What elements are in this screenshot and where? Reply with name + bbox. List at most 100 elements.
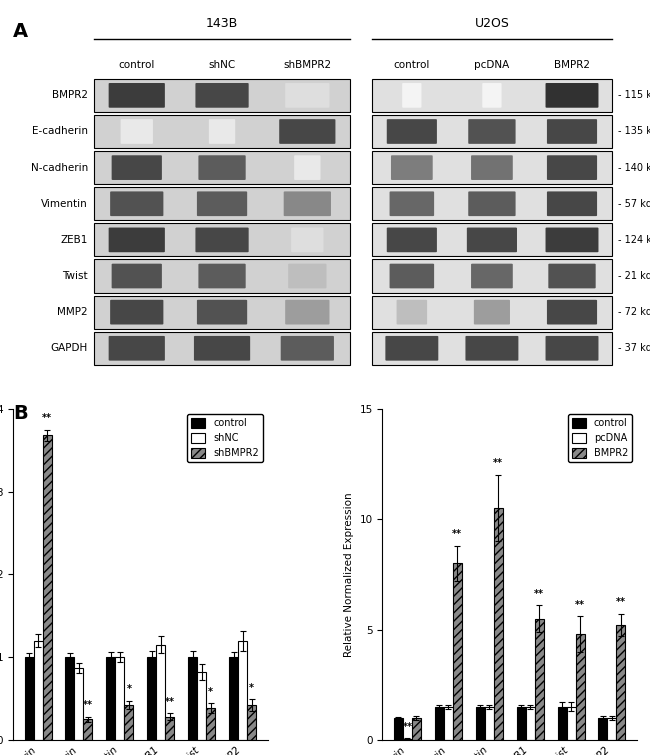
- FancyBboxPatch shape: [94, 151, 350, 184]
- Text: BMPR2: BMPR2: [52, 91, 88, 100]
- FancyBboxPatch shape: [387, 119, 437, 144]
- Text: pcDNA: pcDNA: [474, 60, 510, 70]
- Bar: [197, 672, 206, 740]
- Bar: [107, 657, 116, 740]
- FancyBboxPatch shape: [288, 263, 326, 288]
- Text: - 115 kd: - 115 kd: [618, 91, 650, 100]
- FancyBboxPatch shape: [112, 156, 162, 180]
- Text: **: **: [42, 413, 52, 423]
- Bar: [485, 707, 494, 740]
- Bar: [607, 718, 616, 740]
- Bar: [558, 707, 567, 740]
- Text: **: **: [402, 722, 412, 732]
- FancyBboxPatch shape: [468, 192, 515, 216]
- FancyBboxPatch shape: [110, 300, 163, 325]
- FancyBboxPatch shape: [285, 300, 330, 325]
- FancyBboxPatch shape: [385, 336, 438, 361]
- Bar: [75, 668, 83, 740]
- FancyBboxPatch shape: [372, 151, 612, 184]
- FancyBboxPatch shape: [549, 263, 595, 288]
- Bar: [476, 707, 485, 740]
- FancyBboxPatch shape: [391, 156, 433, 180]
- Bar: [567, 707, 575, 740]
- Text: - 135 kd: - 135 kd: [618, 127, 650, 137]
- Bar: [616, 625, 625, 740]
- FancyBboxPatch shape: [471, 156, 513, 180]
- FancyBboxPatch shape: [209, 119, 235, 144]
- FancyBboxPatch shape: [94, 79, 350, 112]
- Bar: [517, 707, 526, 740]
- Text: - 21 kd: - 21 kd: [618, 271, 650, 281]
- Text: Twist: Twist: [62, 271, 88, 281]
- FancyBboxPatch shape: [94, 187, 350, 220]
- Bar: [435, 707, 444, 740]
- Text: N-cadherin: N-cadherin: [31, 162, 88, 173]
- FancyBboxPatch shape: [291, 227, 324, 252]
- FancyBboxPatch shape: [545, 336, 599, 361]
- Bar: [575, 634, 584, 740]
- Text: GAPDH: GAPDH: [51, 344, 88, 353]
- Text: - 72 kd: - 72 kd: [618, 307, 650, 317]
- FancyBboxPatch shape: [94, 295, 350, 328]
- Text: - 37 kd: - 37 kd: [618, 344, 650, 353]
- Bar: [412, 718, 421, 740]
- Bar: [188, 657, 197, 740]
- Bar: [83, 720, 92, 740]
- FancyBboxPatch shape: [474, 300, 510, 325]
- Text: **: **: [534, 589, 544, 599]
- FancyBboxPatch shape: [547, 300, 597, 325]
- FancyBboxPatch shape: [372, 295, 612, 328]
- Bar: [229, 657, 238, 740]
- Text: **: **: [452, 529, 462, 539]
- Text: **: **: [165, 697, 175, 707]
- FancyBboxPatch shape: [283, 192, 331, 216]
- FancyBboxPatch shape: [94, 223, 350, 257]
- Bar: [599, 718, 607, 740]
- Text: - 140 kd: - 140 kd: [618, 162, 650, 173]
- Bar: [43, 436, 51, 740]
- FancyBboxPatch shape: [465, 336, 519, 361]
- Text: **: **: [575, 599, 585, 610]
- Bar: [394, 718, 403, 740]
- Text: E-cadherin: E-cadherin: [32, 127, 88, 137]
- Bar: [124, 705, 133, 740]
- FancyBboxPatch shape: [482, 83, 502, 108]
- FancyBboxPatch shape: [94, 331, 350, 365]
- FancyBboxPatch shape: [94, 115, 350, 148]
- FancyBboxPatch shape: [372, 187, 612, 220]
- FancyBboxPatch shape: [280, 119, 335, 144]
- FancyBboxPatch shape: [387, 227, 437, 252]
- FancyBboxPatch shape: [372, 115, 612, 148]
- Bar: [66, 657, 75, 740]
- Bar: [148, 657, 156, 740]
- FancyBboxPatch shape: [547, 119, 597, 144]
- Text: **: **: [83, 700, 93, 710]
- FancyBboxPatch shape: [545, 227, 599, 252]
- FancyBboxPatch shape: [294, 156, 320, 180]
- FancyBboxPatch shape: [110, 192, 163, 216]
- Text: *: *: [208, 687, 213, 697]
- Text: A: A: [13, 23, 28, 42]
- FancyBboxPatch shape: [547, 192, 597, 216]
- Text: *: *: [249, 683, 254, 693]
- FancyBboxPatch shape: [112, 263, 162, 288]
- Text: - 57 kd: - 57 kd: [618, 199, 650, 209]
- Bar: [247, 705, 256, 740]
- FancyBboxPatch shape: [281, 336, 334, 361]
- Bar: [403, 739, 412, 740]
- FancyBboxPatch shape: [372, 260, 612, 293]
- FancyBboxPatch shape: [194, 336, 250, 361]
- Text: - 124 kd: - 124 kd: [618, 235, 650, 245]
- FancyBboxPatch shape: [468, 119, 515, 144]
- FancyBboxPatch shape: [285, 83, 330, 108]
- FancyBboxPatch shape: [109, 336, 165, 361]
- Bar: [156, 645, 165, 740]
- FancyBboxPatch shape: [196, 83, 249, 108]
- Text: Vimentin: Vimentin: [41, 199, 88, 209]
- FancyBboxPatch shape: [198, 263, 246, 288]
- FancyBboxPatch shape: [198, 156, 246, 180]
- Text: shBMPR2: shBMPR2: [283, 60, 332, 70]
- Text: ZEB1: ZEB1: [60, 235, 88, 245]
- Bar: [165, 716, 174, 740]
- FancyBboxPatch shape: [197, 192, 247, 216]
